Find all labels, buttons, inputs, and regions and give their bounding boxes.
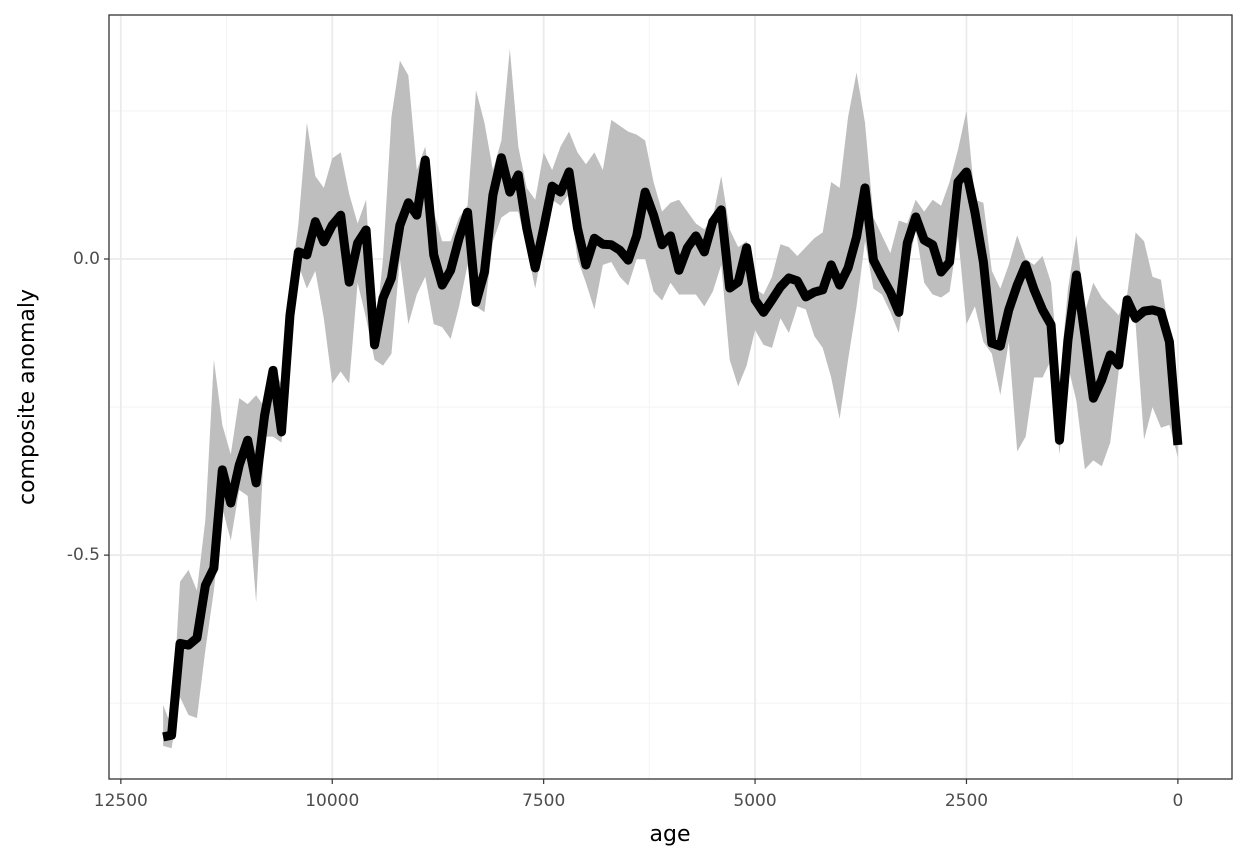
x-tick-label: 12500 [94, 791, 148, 811]
line [162, 153, 1183, 742]
x-tick-label: 5000 [733, 791, 776, 811]
y-axis-title: composite anomaly [15, 289, 40, 505]
x-tick-label: 2500 [945, 791, 988, 811]
ribbon [163, 48, 1178, 749]
panel-border [108, 14, 1233, 780]
y-tick-label: 0.0 [73, 249, 100, 269]
x-axis-title: age [650, 822, 691, 847]
y-tick-label: -0.5 [67, 545, 100, 565]
x-tick-label: 7500 [522, 791, 565, 811]
x-tick-label: 10000 [305, 791, 359, 811]
x-tick-label: 0 [1172, 791, 1183, 811]
